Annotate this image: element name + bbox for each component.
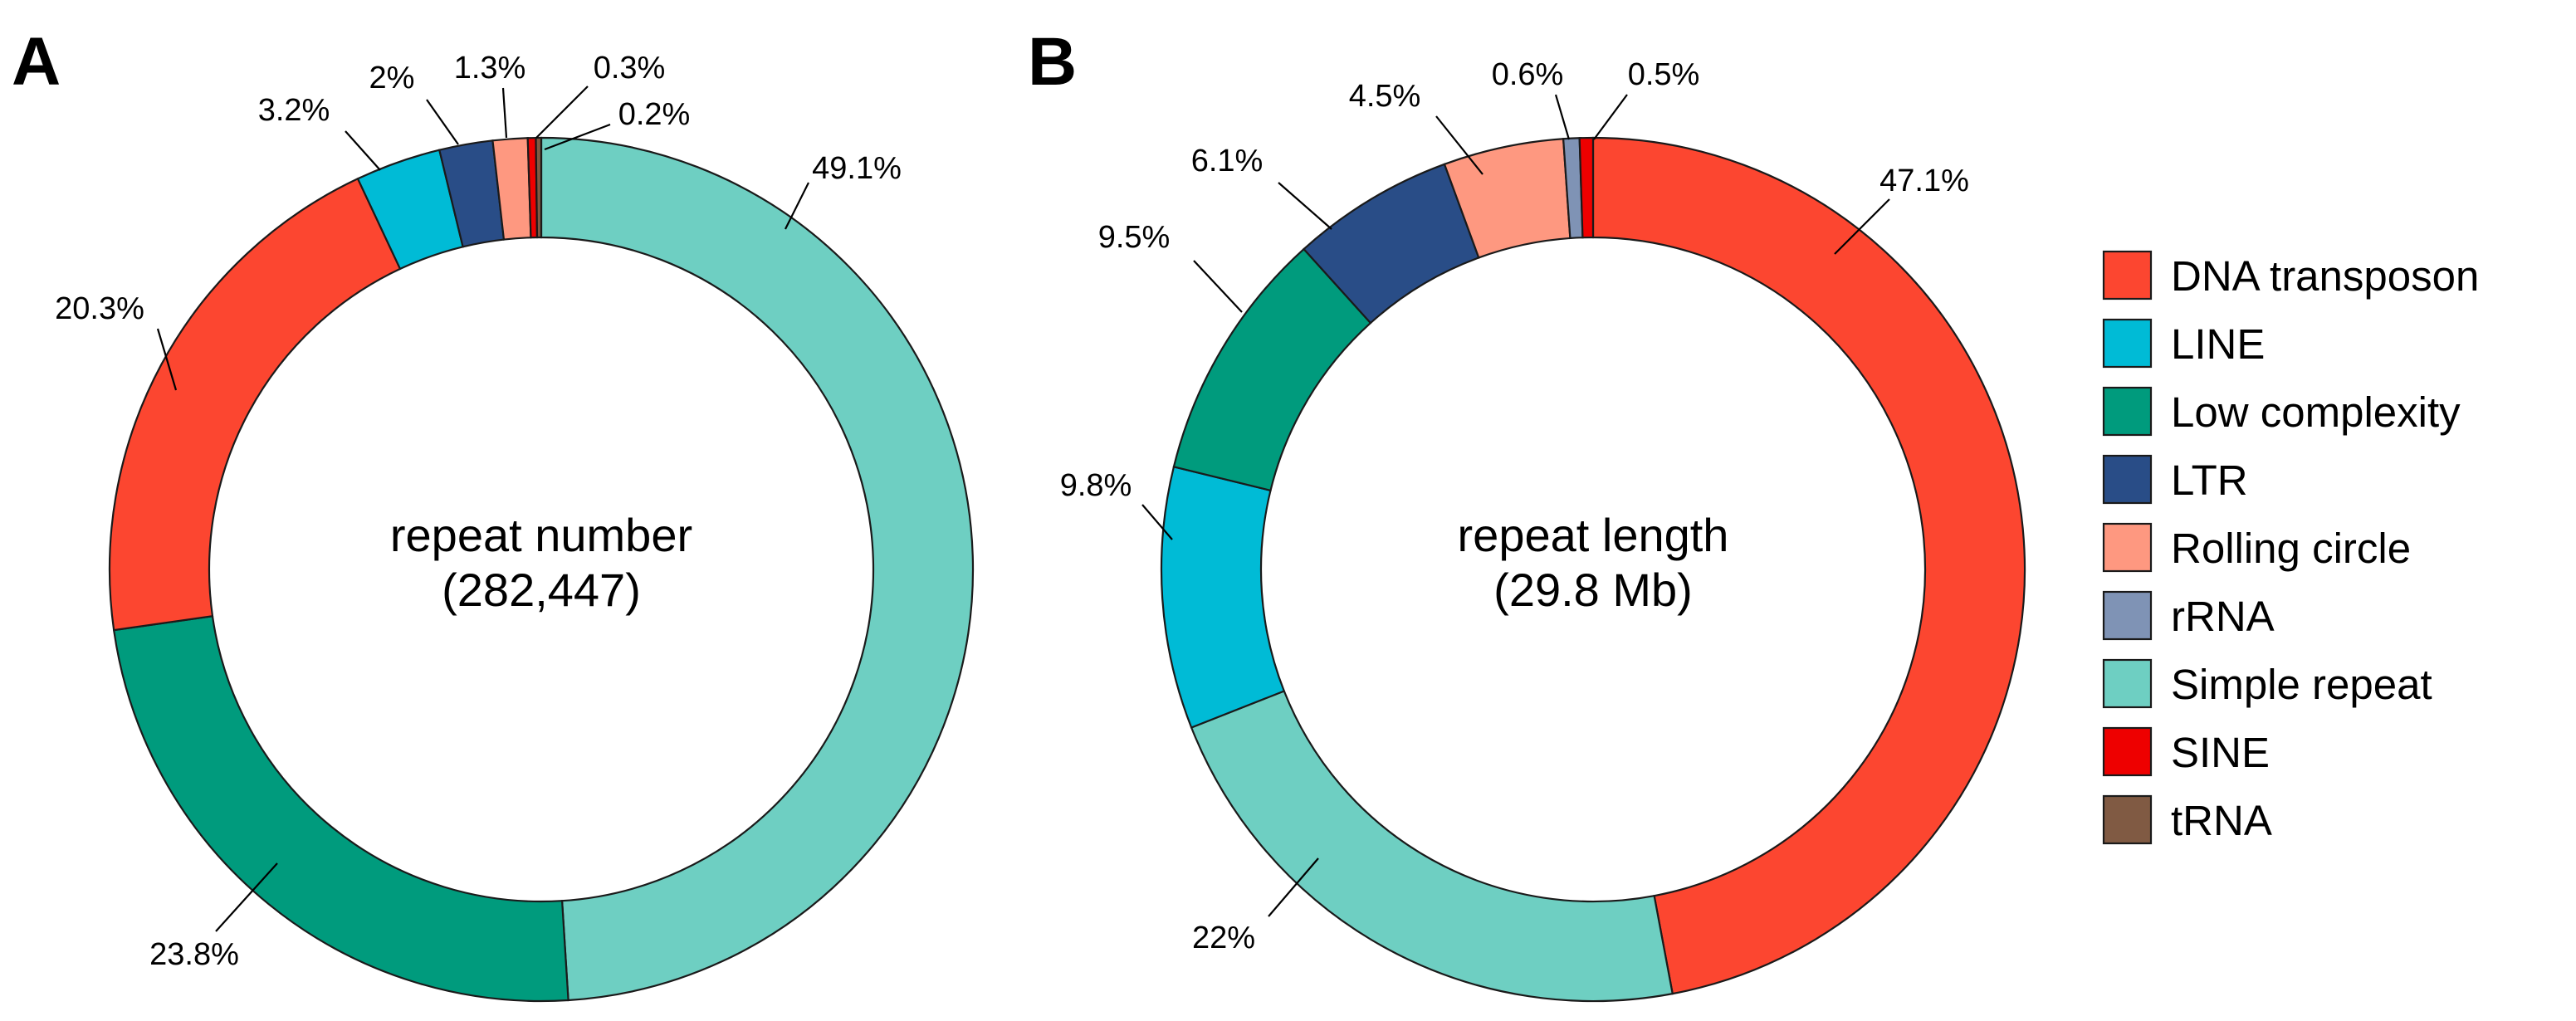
legend: DNA transposon LINE Low complexity LTR Rolli…: [2102, 250, 2479, 845]
leader-line-a-ltr: [426, 99, 459, 145]
data-label-a-sine: 0.3%: [594, 51, 666, 85]
legend-label-trna: tRNA: [2171, 797, 2272, 844]
slice-a-trna: [535, 136, 543, 239]
data-label-b-sine: 0.5%: [1628, 57, 1700, 92]
donut-b-slices: [1160, 136, 2026, 1003]
donut-b-labels: 47.1% 22% 9.8% 9.5% 6.1% 4.5% 0.6% 0.5%: [1060, 57, 1969, 955]
donut-a-slices: [108, 136, 975, 1003]
data-label-b-ltr: 6.1%: [1191, 144, 1264, 178]
leader-line-b-ltr: [1278, 182, 1332, 230]
slice-b-sine: [1578, 136, 1595, 239]
donut-a-labels: 49.1% 23.8% 20.3% 3.2% 2% 1.3% 0.3% 0.2%: [55, 51, 902, 972]
legend-swatch-low-complexity: [2102, 386, 2153, 437]
slice-a-simple-repeat: [540, 136, 975, 1002]
legend-swatch-dna-transposon: [2102, 250, 2153, 300]
slice-b-line: [1160, 466, 1286, 729]
legend-swatch-rrna: [2102, 590, 2153, 641]
donut-chart-b: 47.1% 22% 9.8% 9.5% 6.1% 4.5% 0.6% 0.5% repeat …: [1060, 57, 2026, 1003]
donut-chart-a: 49.1% 23.8% 20.3% 3.2% 2% 1.3% 0.3% 0.2% repeat…: [55, 51, 975, 1003]
legend-swatch-trna: [2102, 794, 2153, 845]
legend-swatch-simple-repeat: [2102, 658, 2153, 709]
panel-b-letter: B: [1028, 24, 1077, 100]
slice-b-simple-repeat: [1190, 690, 1674, 1003]
leader-line-b-line: [1141, 504, 1173, 540]
data-label-a-ltr: 2%: [369, 61, 415, 95]
legend-label-low-complexity: Low complexity: [2171, 388, 2461, 436]
slice-b-dna-transposon: [1591, 136, 2026, 995]
leader-line-b-low-complexity: [1193, 260, 1243, 313]
data-label-b-rolling-circle: 4.5%: [1349, 79, 1421, 114]
legend-swatch-line: [2102, 318, 2153, 369]
leader-line-a-sine: [535, 85, 589, 139]
donut-b-center-label: repeat length: [1458, 509, 1729, 561]
legend-label-rrna: rRNA: [2171, 593, 2275, 640]
leader-line-b-rolling-circle: [1435, 115, 1484, 175]
panel-a-letter: A: [12, 24, 61, 100]
data-label-a-rolling-circle: 1.3%: [454, 51, 526, 85]
leader-line-a-low-complexity: [215, 862, 278, 932]
leader-line-a-simple-repeat: [785, 182, 809, 230]
leader-line-a-dna-transposon: [156, 328, 178, 391]
data-label-a-simple-repeat: 49.1%: [812, 151, 902, 186]
leader-line-b-sine: [1593, 94, 1628, 140]
leader-line-b-rrna: [1554, 94, 1571, 140]
data-label-b-rrna: 0.6%: [1492, 57, 1564, 92]
data-label-a-dna-transposon: 20.3%: [55, 291, 144, 326]
donut-a-center-label: repeat number: [390, 509, 692, 561]
data-label-b-dna-transposon: 47.1%: [1879, 164, 1969, 198]
leader-line-a-rolling-circle: [501, 87, 508, 139]
slice-a-dna-transposon: [108, 177, 402, 632]
legend-label-simple-repeat: Simple repeat: [2171, 661, 2432, 708]
leader-line-b-dna-transposon: [1834, 198, 1890, 255]
legend-label-ltr: LTR: [2171, 457, 2248, 504]
data-label-b-low-complexity: 9.5%: [1098, 220, 1171, 255]
legend-swatch-rolling-circle: [2102, 522, 2153, 573]
legend-swatch-ltr: [2102, 454, 2153, 505]
leader-line-b-simple-repeat: [1268, 857, 1319, 917]
donut-a-center-value: (282,447): [442, 564, 641, 616]
data-label-a-trna: 0.2%: [618, 97, 691, 132]
leader-line-a-line: [345, 130, 381, 171]
data-label-a-line: 3.2%: [258, 93, 330, 128]
data-label-b-simple-repeat: 22%: [1192, 921, 1255, 955]
legend-label-dna-transposon: DNA transposon: [2171, 252, 2479, 300]
legend-label-rolling-circle: Rolling circle: [2171, 525, 2411, 572]
legend-swatch-sine: [2102, 726, 2153, 777]
slice-a-low-complexity: [112, 615, 569, 1003]
legend-label-line: LINE: [2171, 320, 2265, 368]
leader-line-a-trna: [544, 123, 611, 151]
data-label-a-low-complexity: 23.8%: [149, 937, 239, 972]
donut-b-center-value: (29.8 Mb): [1493, 564, 1693, 616]
legend-label-sine: SINE: [2171, 729, 2270, 776]
data-label-b-line: 9.8%: [1060, 468, 1132, 503]
